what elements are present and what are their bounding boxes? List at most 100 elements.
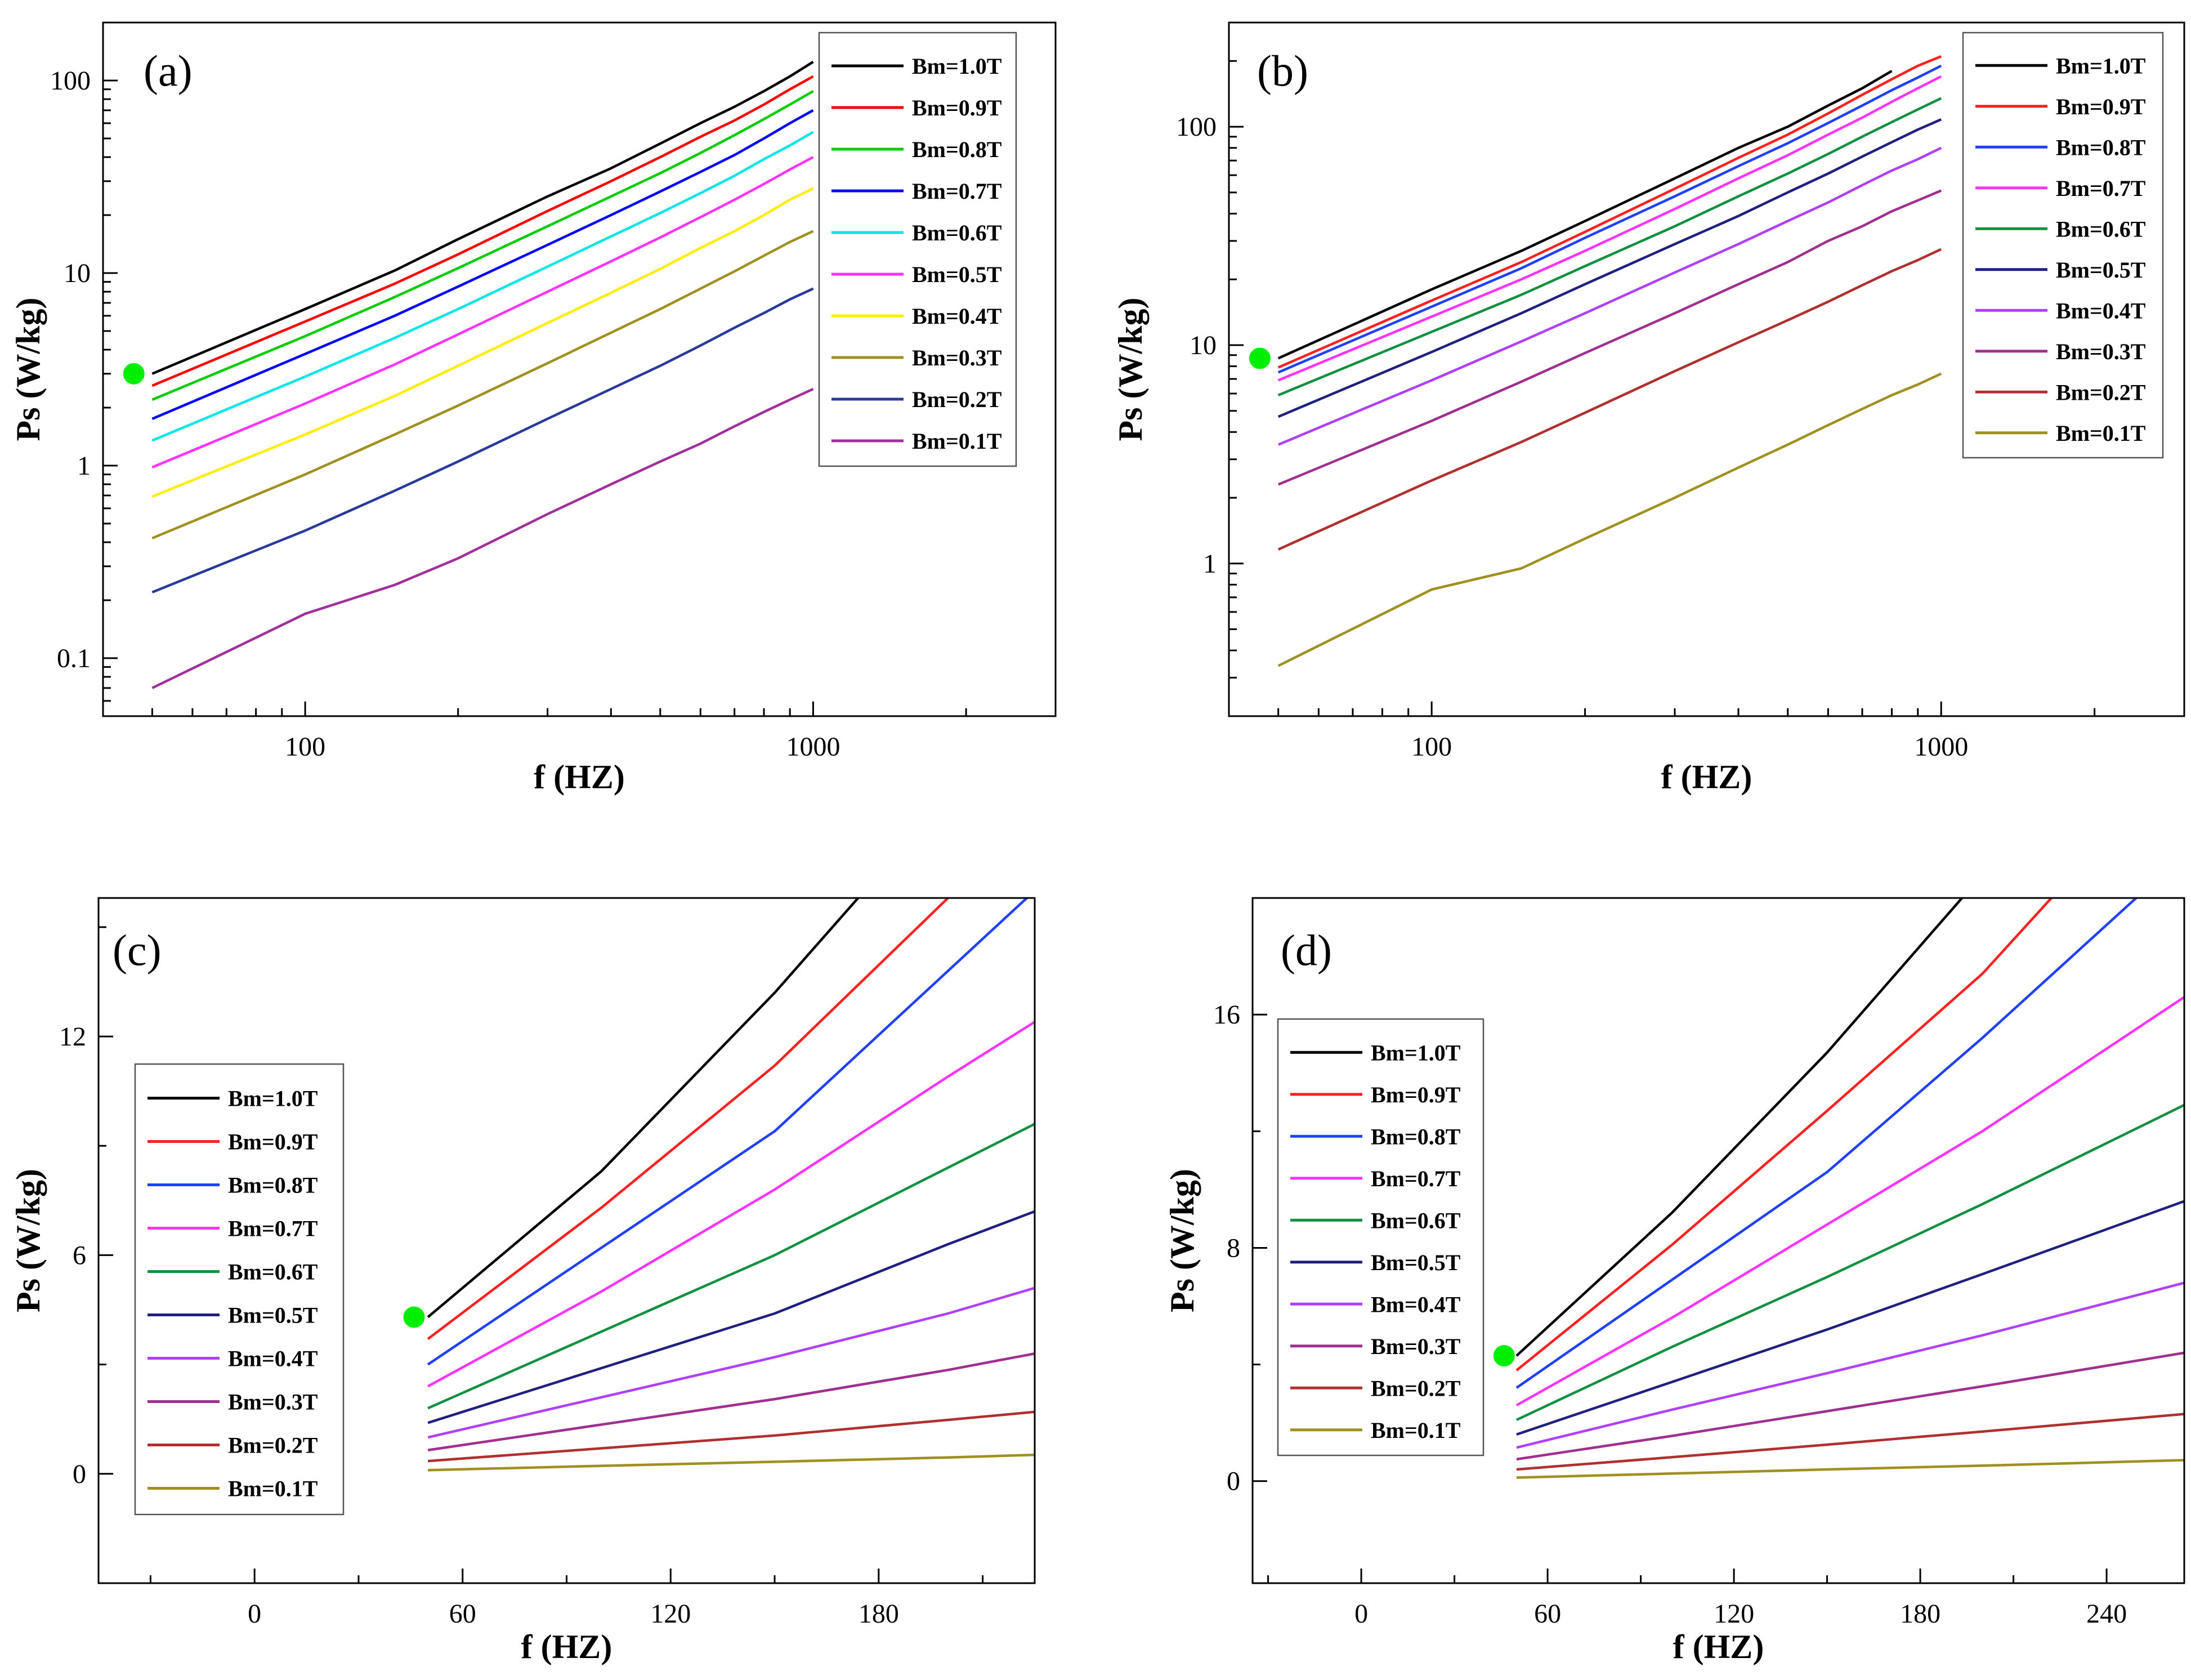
series-group <box>151 60 814 690</box>
axis-frame <box>1251 897 2185 1584</box>
y-tick-label: 12 <box>59 1022 86 1052</box>
highlight-marker <box>123 363 145 385</box>
series-line-Bm=0.9T <box>1277 55 1942 369</box>
x-tick-label: 1000 <box>786 732 840 762</box>
series-line-Bm=0.5T <box>1277 118 1942 418</box>
legend-label: Bm=0.8T <box>912 137 1002 162</box>
series-line-Bm=0.2T <box>1516 1413 2184 1471</box>
x-tick-label: 0 <box>248 1599 261 1629</box>
y-tick-label: 16 <box>1213 1000 1240 1030</box>
legend-label: Bm=0.5T <box>912 262 1002 287</box>
legend-label: Bm=0.9T <box>2056 94 2146 119</box>
legend-label: Bm=0.4T <box>2056 298 2146 323</box>
legend-label: Bm=0.9T <box>1371 1082 1461 1107</box>
legend-label: Bm=0.8T <box>228 1173 318 1198</box>
y-tick-label: 100 <box>1176 112 1217 142</box>
series-line-Bm=0.1T <box>428 1453 1035 1472</box>
series-line-Bm=0.4T <box>427 1286 1035 1439</box>
legend-label: Bm=0.8T <box>1371 1124 1461 1149</box>
series-line-Bm=0.8T <box>1277 64 1942 374</box>
series-line-Bm=0.8T <box>1515 898 2138 1389</box>
legend-label: Bm=0.3T <box>228 1389 318 1415</box>
legend-label: Bm=1.0T <box>912 53 1002 79</box>
x-axis-label: f (HZ) <box>1673 1628 1764 1665</box>
legend-label: Bm=0.1T <box>912 428 1002 454</box>
series-line-Bm=0.8T <box>427 898 1029 1366</box>
x-tick-label: 1000 <box>1914 732 1968 762</box>
y-tick-label: 100 <box>50 66 91 96</box>
legend-label: Bm=0.5T <box>2056 257 2146 283</box>
legend-label: Bm=0.4T <box>1371 1292 1461 1317</box>
legend-label: Bm=0.6T <box>1371 1208 1461 1233</box>
y-tick-label: 10 <box>1190 330 1217 360</box>
panel-label: (b) <box>1257 46 1308 95</box>
x-axis-label: f (HZ) <box>521 1628 612 1665</box>
legend-label: Bm=0.2T <box>228 1433 318 1458</box>
legend-label: Bm=0.1T <box>2056 421 2146 446</box>
legend-label: Bm=0.7T <box>912 178 1002 204</box>
panel-d: 0 60 120 180 240 0 8 16 (d) f (HZ) Ps (W/kg) Bm=1.0… <box>1164 897 2185 1665</box>
x-tick-label: 60 <box>449 1599 476 1629</box>
legend-label: Bm=0.5T <box>228 1303 318 1328</box>
legend-label: Bm=0.1T <box>1371 1418 1461 1443</box>
x-tick-label: 100 <box>1411 732 1452 762</box>
legend-label: Bm=0.2T <box>2056 379 2146 405</box>
series-line-Bm=0.1T <box>1277 372 1942 667</box>
series-line-Bm=0.5T <box>1516 1200 2184 1436</box>
legend-label: Bm=0.7T <box>2056 176 2146 201</box>
legend-label: Bm=0.6T <box>912 220 1002 245</box>
panel-label: (a) <box>144 46 193 95</box>
legend-label: Bm=0.2T <box>1371 1375 1461 1401</box>
y-tick-label: 8 <box>1227 1233 1240 1263</box>
series-line-Bm=0.6T <box>427 1123 1035 1410</box>
series-line-Bm=0.5T <box>427 1210 1035 1424</box>
series-line-Bm=0.4T <box>151 187 814 498</box>
panel-label: (d) <box>1281 926 1332 975</box>
x-tick-label: 120 <box>1714 1599 1754 1629</box>
legend-label: Bm=1.0T <box>1371 1040 1461 1065</box>
x-tick-label: 180 <box>1900 1599 1940 1629</box>
legend-label: Bm=0.4T <box>912 303 1002 329</box>
x-tick-label: 100 <box>285 732 325 762</box>
legend-label: Bm=0.9T <box>912 95 1002 120</box>
series-line-Bm=0.1T <box>1516 1459 2184 1479</box>
series-line-Bm=0.8T <box>151 90 814 401</box>
series-line-Bm=0.9T <box>427 898 950 1341</box>
legend-label: Bm=0.4T <box>228 1346 318 1371</box>
legend-box <box>134 1063 345 1516</box>
series-line-Bm=0.4T <box>1516 1281 2184 1449</box>
series-line-Bm=0.9T <box>151 75 814 387</box>
legend-label: Bm=0.1T <box>228 1476 318 1502</box>
y-tick-label: 0.1 <box>57 644 91 673</box>
series-line-Bm=0.9T <box>1515 898 2054 1371</box>
legend: Bm=1.0T Bm=0.9T Bm=0.8T Bm=0.7T Bm=0.6T Bm=0.… <box>818 32 1017 467</box>
legend-label: Bm=0.6T <box>228 1259 318 1285</box>
series-line-Bm=1.0T <box>1515 898 1964 1357</box>
y-axis-label: Ps (W/kg) <box>10 298 47 441</box>
panel-a: 100 1000 0.1 1 10 100 (a) f (HZ) Ps (W/kg) Bm=1.0… <box>10 21 1057 796</box>
x-tick-label: 120 <box>650 1599 691 1629</box>
series-line-Bm=0.7T <box>1515 996 2184 1407</box>
legend-box <box>818 32 1017 467</box>
legend: Bm=1.0T Bm=0.9T Bm=0.8T Bm=0.7T Bm=0.6T Bm=0.… <box>1962 32 2164 459</box>
axis-frame <box>1228 21 2185 717</box>
y-tick-label: 10 <box>64 258 91 288</box>
y-axis-label: Ps (W/kg) <box>1164 1169 1201 1312</box>
series-line-Bm=0.6T <box>151 131 814 442</box>
series-line-Bm=0.7T <box>427 1021 1035 1388</box>
legend-label: Bm=0.6T <box>2056 216 2146 242</box>
axis-frame <box>102 21 1057 717</box>
series-line-Bm=1.0T <box>1277 70 1893 360</box>
legend: Bm=1.0T Bm=0.9T Bm=0.8T Bm=0.7T Bm=0.6T Bm=0.… <box>1277 1018 1484 1456</box>
legend-box <box>1277 1018 1484 1456</box>
legend-label: Bm=0.2T <box>912 387 1002 412</box>
highlight-marker <box>403 1306 425 1328</box>
series-line-Bm=0.2T <box>427 1410 1035 1463</box>
x-tick-label: 240 <box>2086 1599 2127 1629</box>
x-tick-label: 0 <box>1354 1599 1368 1629</box>
series-group <box>427 898 1035 1472</box>
legend-label: Bm=0.3T <box>912 345 1002 370</box>
series-line-Bm=0.2T <box>151 287 814 593</box>
